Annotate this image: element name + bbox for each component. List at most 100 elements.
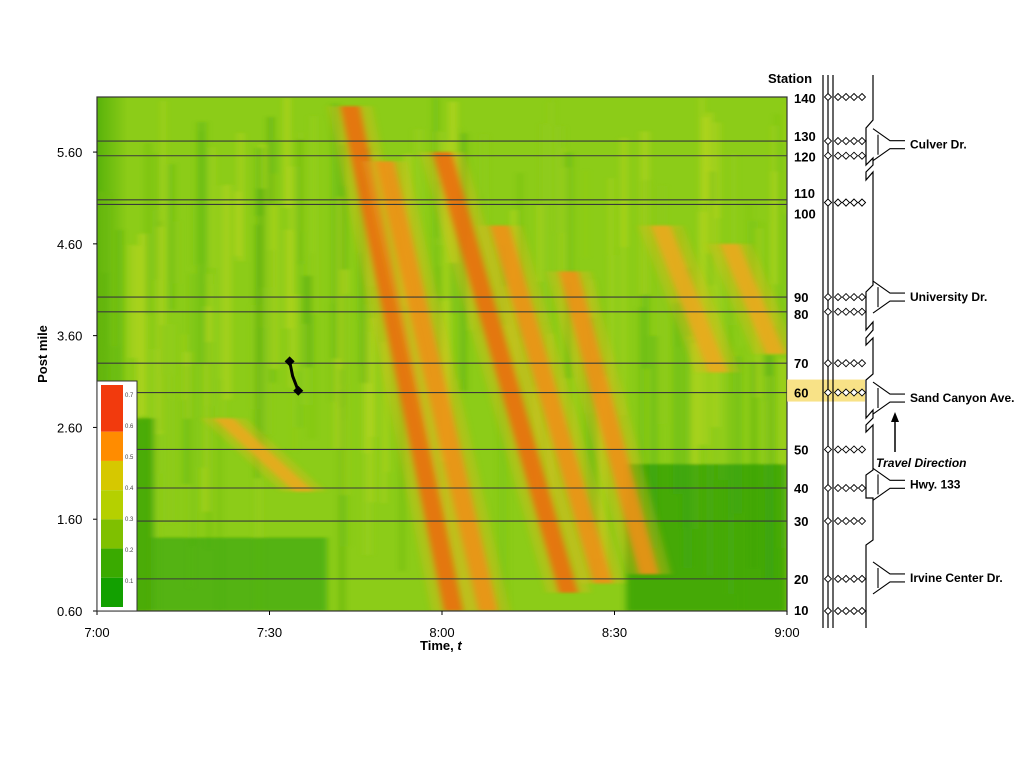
heat-streak xyxy=(548,102,551,203)
congestion-band-halo xyxy=(546,271,671,575)
ramp-icon xyxy=(872,280,905,314)
detector-icon xyxy=(841,136,851,146)
heat-streak xyxy=(563,167,570,282)
station-header: Station xyxy=(768,71,812,86)
interchange-label: Irvine Center Dr. xyxy=(910,571,1003,585)
heat-streak xyxy=(673,302,681,494)
shockwave-point xyxy=(293,385,304,396)
legend-swatch xyxy=(101,577,123,607)
heat-streak xyxy=(189,273,197,546)
detector-icon xyxy=(849,388,859,397)
heat-streak xyxy=(296,260,304,428)
detector-icon xyxy=(849,359,859,368)
y-axis-ticks: 0.60 1.60 2.60 3.60 4.60 5.60 xyxy=(57,145,97,619)
y-tick-label: 5.60 xyxy=(57,145,82,160)
heat-streak xyxy=(172,221,178,284)
heat-streak xyxy=(129,244,137,358)
detector-icon xyxy=(857,483,867,493)
heat-streak xyxy=(551,98,555,286)
detector-icon xyxy=(841,606,851,616)
heat-streak xyxy=(763,376,772,487)
detector-icon xyxy=(823,606,833,616)
heat-streak xyxy=(650,335,658,549)
heat-streak xyxy=(157,226,163,435)
detector-icon xyxy=(833,151,843,160)
detector-icon xyxy=(833,136,843,146)
heat-streak xyxy=(620,137,628,248)
y-tick-label: 3.60 xyxy=(57,329,82,344)
heat-streak xyxy=(197,121,207,364)
heat-streak xyxy=(772,125,775,326)
detector-icon xyxy=(823,445,833,454)
heat-streak xyxy=(211,147,215,268)
heat-streak xyxy=(331,103,339,359)
congestion-band-halo xyxy=(638,225,740,373)
heat-streak xyxy=(169,163,175,310)
heat-streak xyxy=(237,132,244,262)
congestion-band-halo xyxy=(362,161,510,611)
detector-icon xyxy=(841,483,851,493)
detector-icon xyxy=(857,359,867,368)
x-tick-label: 8:30 xyxy=(602,625,627,640)
x-tick-label: 7:30 xyxy=(257,625,282,640)
heat-streak xyxy=(703,117,709,200)
station-label: 70 xyxy=(794,356,808,371)
legend-tick-label: 0.7 xyxy=(125,393,134,399)
heat-streak xyxy=(154,152,157,280)
heat-streak xyxy=(146,142,150,316)
interchange-ramps xyxy=(872,128,905,595)
station-label: 140 xyxy=(794,91,816,106)
detector-icon xyxy=(857,292,867,302)
detector-icon xyxy=(857,136,867,146)
heat-streak xyxy=(594,359,600,579)
detector-icon xyxy=(841,359,851,368)
detector-icon xyxy=(823,516,833,526)
heat-streak xyxy=(210,284,213,364)
detector-icon xyxy=(823,388,833,397)
heat-streak xyxy=(732,152,736,326)
x-tick-label: 8:00 xyxy=(429,625,454,640)
heat-streak xyxy=(480,134,487,281)
heat-streak xyxy=(207,341,211,550)
detector-icon xyxy=(833,516,843,526)
heat-streak xyxy=(255,224,260,479)
travel-direction-label: Travel Direction xyxy=(876,456,966,470)
station-label: 80 xyxy=(794,307,808,322)
detector-icon xyxy=(849,307,859,316)
heat-streak xyxy=(584,170,588,258)
station-label: 110 xyxy=(794,186,815,201)
station-labels: 140 130 120 110 100 90 80 70 60 50 40 30 20 10 xyxy=(794,91,816,618)
interchange-label: Culver Dr. xyxy=(910,138,967,152)
detector-icon xyxy=(841,516,851,526)
legend-swatch xyxy=(101,519,123,549)
x-tick-label: 7:00 xyxy=(84,625,109,640)
heat-streak xyxy=(400,388,404,571)
heat-streak xyxy=(218,185,225,422)
heat-streak xyxy=(138,233,146,416)
heat-streak xyxy=(659,185,666,424)
legend-tick-label: 0.2 xyxy=(125,548,134,554)
heat-streak xyxy=(728,310,732,519)
heat-streak xyxy=(357,205,362,321)
detector-icon xyxy=(849,516,859,526)
heat-streak xyxy=(780,143,787,353)
heat-streak xyxy=(223,184,232,400)
legend-tick-label: 0.3 xyxy=(125,517,134,523)
loop-detectors xyxy=(823,92,867,616)
detector-icon xyxy=(841,292,851,302)
station-label: 60 xyxy=(794,386,808,401)
station-label: 30 xyxy=(794,514,808,529)
detector-icon xyxy=(833,359,843,368)
interchange-label: University Dr. xyxy=(910,290,987,304)
x-axis-label: Time, t xyxy=(420,638,462,653)
heat-streak xyxy=(268,116,274,205)
detector-icon xyxy=(841,307,851,316)
station-label: 90 xyxy=(794,290,808,305)
congestion-band-halo xyxy=(420,152,591,593)
heat-streak xyxy=(208,273,212,406)
heat-streak xyxy=(683,339,693,568)
legend-swatch xyxy=(101,431,123,461)
legend-tick-label: 0.5 xyxy=(125,455,134,461)
heat-streak xyxy=(339,390,345,611)
legend-swatch xyxy=(101,490,123,520)
